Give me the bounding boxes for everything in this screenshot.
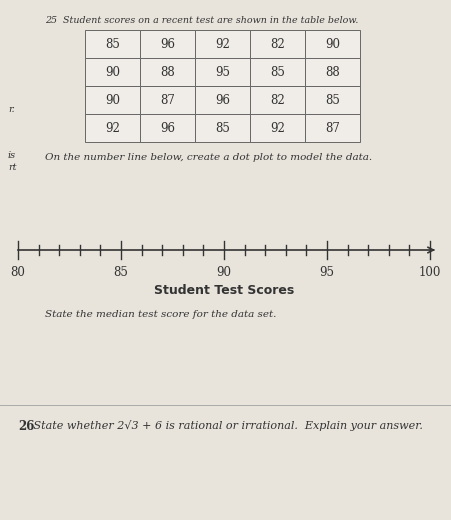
Bar (249, 58, 304, 86)
Text: State the median test score for the data set.: State the median test score for the data… (45, 310, 276, 319)
Text: State whether 2√3 + 6 is rational or irrational.  Explain your answer.: State whether 2√3 + 6 is rational or irr… (30, 420, 422, 431)
Text: 95: 95 (215, 66, 230, 79)
Bar (140, 30, 194, 58)
Text: 85: 85 (113, 266, 128, 279)
Text: 88: 88 (160, 66, 175, 79)
Text: 85: 85 (324, 94, 339, 107)
Text: 92: 92 (215, 37, 230, 50)
Text: is: is (8, 150, 16, 160)
Text: 85: 85 (215, 122, 230, 135)
Bar (249, 86, 304, 114)
Text: 100: 100 (418, 266, 440, 279)
Bar (194, 114, 249, 142)
Text: rt: rt (8, 163, 17, 173)
Text: 82: 82 (270, 94, 284, 107)
Bar (140, 58, 194, 86)
Bar (194, 58, 249, 86)
Text: 82: 82 (270, 37, 284, 50)
Bar (140, 86, 194, 114)
Text: r.: r. (8, 106, 14, 114)
Text: 80: 80 (10, 266, 25, 279)
Bar (304, 114, 359, 142)
Text: 25  Student scores on a recent test are shown in the table below.: 25 Student scores on a recent test are s… (45, 16, 358, 25)
Text: 96: 96 (160, 122, 175, 135)
Text: 90: 90 (105, 94, 120, 107)
Text: 96: 96 (160, 37, 175, 50)
Bar (85, 114, 140, 142)
Text: 92: 92 (105, 122, 120, 135)
Text: 87: 87 (324, 122, 339, 135)
Text: 88: 88 (324, 66, 339, 79)
Bar (304, 58, 359, 86)
Bar (249, 114, 304, 142)
Text: 96: 96 (215, 94, 230, 107)
Text: 90: 90 (324, 37, 339, 50)
Bar (304, 86, 359, 114)
Text: Student Test Scores: Student Test Scores (153, 284, 294, 297)
Text: 87: 87 (160, 94, 175, 107)
Text: 90: 90 (105, 66, 120, 79)
Text: 95: 95 (319, 266, 334, 279)
Bar (304, 30, 359, 58)
Bar (249, 30, 304, 58)
Bar (85, 58, 140, 86)
Text: 85: 85 (269, 66, 284, 79)
Bar (140, 114, 194, 142)
Bar (194, 30, 249, 58)
Text: 85: 85 (105, 37, 120, 50)
Text: 90: 90 (216, 266, 231, 279)
Text: 92: 92 (269, 122, 284, 135)
Text: 26: 26 (18, 420, 34, 433)
Bar (194, 86, 249, 114)
Text: On the number line below, create a dot plot to model the data.: On the number line below, create a dot p… (45, 153, 371, 162)
Bar (85, 86, 140, 114)
Bar (85, 30, 140, 58)
